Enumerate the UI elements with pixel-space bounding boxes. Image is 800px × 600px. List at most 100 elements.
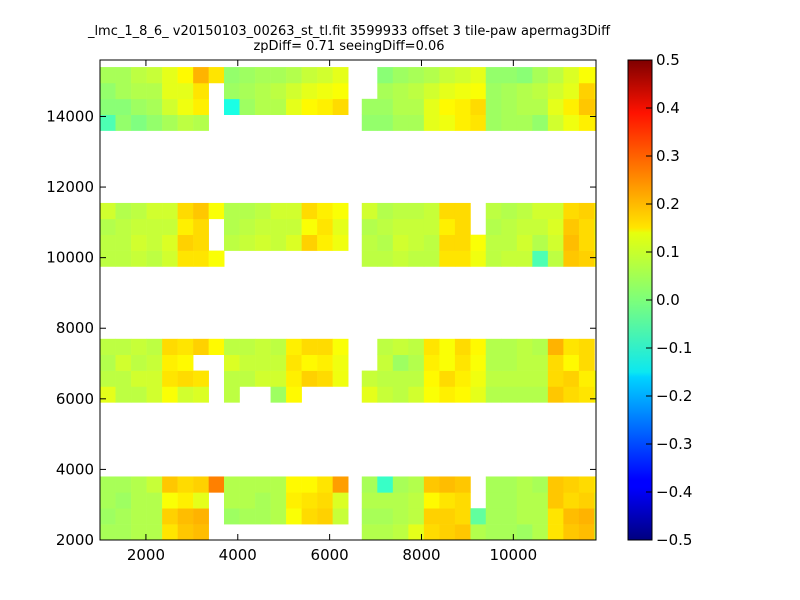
heatmap-cell xyxy=(177,476,194,493)
heatmap-cell xyxy=(270,202,287,220)
heatmap-cell xyxy=(317,218,333,235)
heatmap-cell xyxy=(224,338,240,355)
heatmap-cell xyxy=(392,202,409,220)
heatmap-cell xyxy=(532,338,549,355)
heatmap-cell xyxy=(392,370,409,387)
heatmap-cell xyxy=(594,67,597,84)
colorbar-tick-label: 0.2 xyxy=(656,195,680,213)
heatmap-cell xyxy=(239,82,256,100)
heatmap-cell xyxy=(115,98,132,115)
heatmap-cell xyxy=(193,250,209,267)
heatmap-cell xyxy=(594,114,597,131)
heatmap-cell xyxy=(408,202,425,220)
heatmap-cell xyxy=(332,82,349,100)
heatmap-cell xyxy=(392,524,409,541)
heatmap-cell xyxy=(377,114,394,131)
heatmap-cell xyxy=(485,386,502,403)
heatmap-cell xyxy=(224,98,240,115)
colorbar-tick-label: 0.1 xyxy=(656,243,680,261)
heatmap-cell xyxy=(115,370,132,387)
heatmap-cell xyxy=(594,234,597,251)
heatmap-cell xyxy=(454,67,471,84)
heatmap-cell xyxy=(193,338,209,355)
y-tick-label: 2000 xyxy=(56,531,94,549)
heatmap-cell xyxy=(563,370,580,387)
heatmap-cell xyxy=(115,386,132,403)
heatmap-cell xyxy=(301,218,318,235)
heatmap-cell xyxy=(286,202,302,220)
heatmap-cell xyxy=(501,354,518,371)
heatmap-cell xyxy=(532,476,549,493)
x-tick-label: 6000 xyxy=(311,546,349,564)
heatmap-cell xyxy=(131,370,147,387)
heatmap-cell xyxy=(516,476,533,493)
heatmap-cell xyxy=(563,492,580,509)
heatmap-cell xyxy=(594,250,597,267)
heatmap-cell xyxy=(193,234,209,251)
heatmap-cell xyxy=(454,338,471,355)
heatmap-cell xyxy=(332,508,349,525)
heatmap-cell xyxy=(501,370,518,387)
heatmap-cell xyxy=(563,386,580,403)
heatmap-cell xyxy=(301,67,318,84)
heatmap-cell xyxy=(239,218,256,235)
heatmap-cell xyxy=(377,476,394,493)
heatmap-cell xyxy=(563,354,580,371)
heatmap-cell xyxy=(100,250,116,267)
heatmap-cell xyxy=(423,114,440,131)
heatmap-cell xyxy=(578,508,595,525)
heatmap-cell xyxy=(255,370,271,387)
heatmap-cell xyxy=(532,234,549,251)
heatmap-cell xyxy=(594,98,597,115)
heatmap-cell xyxy=(470,370,487,387)
heatmap-cell xyxy=(532,370,549,387)
heatmap-cell xyxy=(208,202,225,220)
heatmap-cell xyxy=(423,98,440,115)
heatmap-cell xyxy=(193,114,209,131)
heatmap-cell xyxy=(392,338,409,355)
heatmap-cell xyxy=(177,524,194,541)
heatmap-cell xyxy=(146,492,163,509)
heatmap-cell xyxy=(131,114,147,131)
heatmap-cell xyxy=(594,508,597,525)
x-tick-label: 2000 xyxy=(127,546,165,564)
heatmap-cell xyxy=(146,218,163,235)
heatmap-cell xyxy=(100,508,116,525)
heatmap-cell xyxy=(470,250,487,267)
heatmap-cell xyxy=(563,234,580,251)
heatmap-cell xyxy=(332,218,349,235)
heatmap-cell xyxy=(392,508,409,525)
heatmap-cell xyxy=(594,218,597,235)
heatmap-cell xyxy=(439,370,456,387)
heatmap-cell xyxy=(177,250,194,267)
heatmap-cell xyxy=(578,67,595,84)
heatmap-cell xyxy=(532,354,549,371)
heatmap-cell xyxy=(454,476,471,493)
heatmap-cell xyxy=(317,370,333,387)
heatmap-cell xyxy=(423,67,440,84)
heatmap-cell xyxy=(423,218,440,235)
heatmap-cell xyxy=(408,386,425,403)
y-tick-label: 12000 xyxy=(46,178,94,196)
heatmap-cell xyxy=(146,234,163,251)
heatmap-cell xyxy=(594,386,597,403)
heatmap-cell xyxy=(501,338,518,355)
heatmap-cell xyxy=(270,508,287,525)
heatmap-cell xyxy=(439,82,456,100)
heatmap-cell xyxy=(177,354,194,371)
heatmap-cell xyxy=(286,476,302,493)
heatmap-cell xyxy=(286,492,302,509)
heatmap-cell xyxy=(270,67,287,84)
heatmap-cell xyxy=(239,338,256,355)
heatmap-cell xyxy=(408,508,425,525)
heatmap-cell xyxy=(578,218,595,235)
heatmap-cell xyxy=(439,218,456,235)
heatmap-cell xyxy=(239,202,256,220)
heatmap-cell xyxy=(547,234,564,251)
heatmap-cell xyxy=(532,98,549,115)
heatmap-cell xyxy=(270,354,287,371)
heatmap-cell xyxy=(100,82,116,100)
heatmap-cell xyxy=(485,354,502,371)
x-tick-label: 4000 xyxy=(219,546,257,564)
heatmap-cell xyxy=(485,370,502,387)
